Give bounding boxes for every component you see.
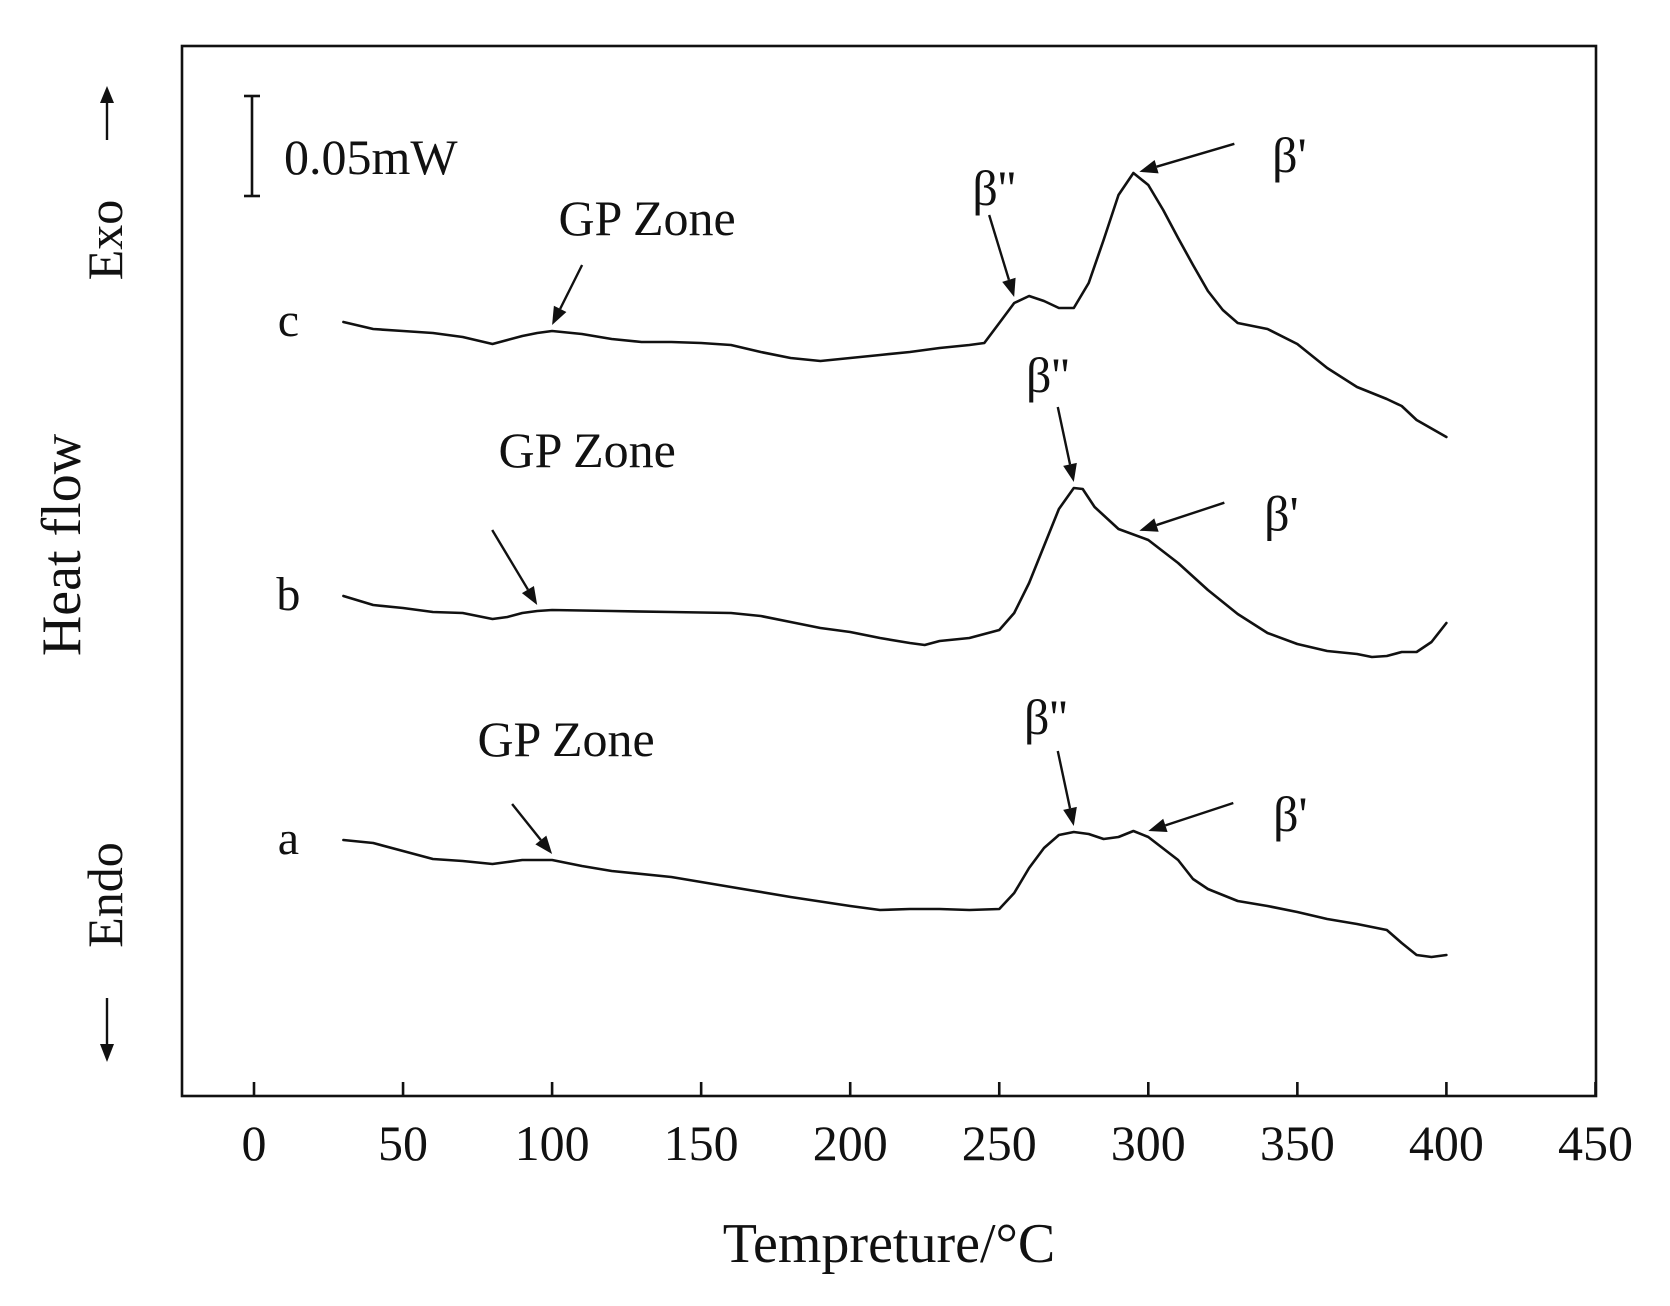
endo-indicator: Endo <box>77 842 133 1062</box>
annotation-label: β' <box>1272 127 1306 183</box>
annotation-arrow-head <box>535 835 553 854</box>
x-tick-label: 350 <box>1260 1115 1335 1171</box>
annotation-label: β'' <box>1026 347 1069 403</box>
annotation-arrow-line <box>1056 406 1072 465</box>
annotation-arrow-line <box>1165 801 1234 827</box>
x-tick-label: 450 <box>1558 1115 1633 1171</box>
series-a-curve <box>342 829 1448 959</box>
annotation-label: β' <box>1264 486 1298 542</box>
annotation-label: GP Zone <box>499 422 676 478</box>
x-tick-label: 0 <box>242 1115 267 1171</box>
x-axis-ticks <box>252 1082 1597 1096</box>
series-labels: c b a <box>276 294 300 865</box>
annotation-arrow-head <box>552 305 567 325</box>
exo-label: Exo <box>77 200 133 281</box>
annotation-arrow-head <box>1148 818 1168 833</box>
x-tick-label: 200 <box>813 1115 888 1171</box>
x-tick-label: 50 <box>378 1115 428 1171</box>
annotation-label: β'' <box>972 160 1015 216</box>
series-c-curve <box>342 171 1448 439</box>
annotation-arrow-line <box>559 264 584 310</box>
series-curves <box>342 171 1448 959</box>
peak-annotations: GP Zone β'' β' GP Zone β'' β' GP Zone β'' β' <box>477 127 1308 854</box>
plot-frame <box>180 44 1598 1098</box>
annotation-arrow-head <box>521 585 538 605</box>
y-axis-title: Heat flow <box>31 433 93 656</box>
x-tick-label: 400 <box>1409 1115 1484 1171</box>
exo-indicator: Exo <box>77 86 133 280</box>
exo-arrow-head <box>100 86 114 103</box>
series-b-curve <box>342 486 1448 659</box>
annotation-arrow-head <box>1063 462 1077 482</box>
annotation-arrow-line <box>491 529 529 591</box>
series-c-label: c <box>278 294 299 347</box>
endo-arrow-head <box>100 1044 114 1062</box>
scale-bar-label: 0.05mW <box>284 129 458 185</box>
series-b-label: b <box>276 568 300 621</box>
x-tick-label: 250 <box>962 1115 1037 1171</box>
x-axis-tick-labels: 0 50 100 150 200 250 300 350 400 450 <box>242 1115 1633 1171</box>
annotation-arrow-head <box>1063 806 1077 826</box>
annotation-label: β' <box>1273 786 1307 842</box>
x-tick-label: 150 <box>664 1115 739 1171</box>
annotation-arrow-head <box>1002 277 1016 297</box>
endo-label: Endo <box>77 842 133 948</box>
annotation-label: GP Zone <box>477 711 654 767</box>
x-tick-label: 300 <box>1111 1115 1186 1171</box>
annotation-arrow-head <box>1139 518 1159 532</box>
annotation-arrow-line <box>1156 501 1225 527</box>
annotation-label: GP Zone <box>558 190 735 246</box>
annotation-arrow-line <box>511 803 542 841</box>
x-tick-label: 100 <box>515 1115 590 1171</box>
x-axis-title: Tempreture/°C <box>723 1213 1056 1275</box>
annotation-arrow-head <box>1139 159 1159 174</box>
series-a-label: a <box>278 812 299 865</box>
annotation-label: β'' <box>1024 689 1067 745</box>
annotation-arrow-line <box>1056 750 1072 809</box>
annotation-arrow-line <box>988 214 1011 281</box>
annotation-arrow-line <box>1156 142 1235 168</box>
scale-bar: 0.05mW <box>244 94 458 198</box>
